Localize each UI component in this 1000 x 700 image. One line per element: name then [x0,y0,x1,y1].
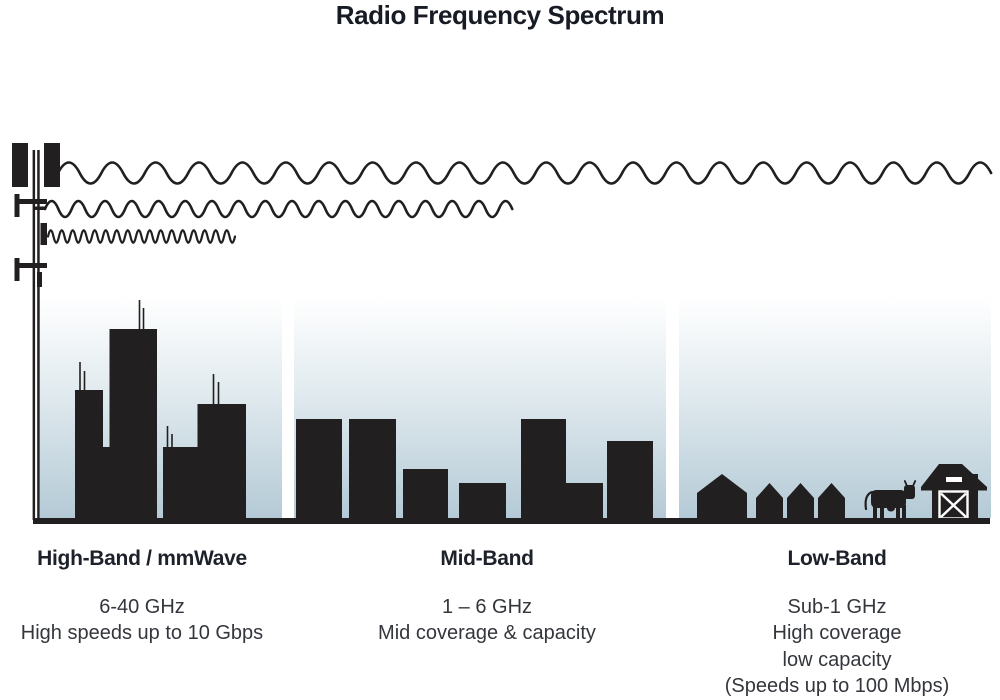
low-band-wave-icon [56,161,993,185]
house-icon [818,483,845,518]
low-band-coverage: High coverage [772,622,902,645]
high-band-frequency: 6-40 GHz [99,596,185,618]
high-band-label: High-Band / mmWave 6-40 GHz High speeds … [0,548,297,647]
low-band-speed: (Speeds up to 100 Mbps) [724,675,950,698]
ground-line [33,518,990,524]
mid-band-description: 1 – 6 GHz Mid coverage & capacity [332,594,642,647]
mid-band-frequency: 1 – 6 GHz [441,596,533,618]
mid-band-heading: Mid-Band [440,547,534,570]
low-band-capacity: low capacity [782,648,892,671]
high-band-description: 6-40 GHz High speeds up to 10 Gbps [0,594,297,647]
high-band-heading: High-Band / mmWave [37,547,247,570]
high-band-wave-icon [46,229,237,244]
low-band-heading: Low-Band [787,547,887,570]
house-icons [697,474,845,518]
low-band-frequency: Sub-1 GHz [787,596,887,618]
house-icon [787,483,814,518]
low-band-label: Low-Band Sub-1 GHz High coverage low cap… [682,548,992,700]
cell-tower-icon [12,143,60,520]
mid-band-wave-icon [43,199,514,219]
high-band-skyline-icon [75,300,246,518]
house-icon [756,483,783,518]
low-band-description: Sub-1 GHz High coverage low capacity (Sp… [682,594,992,700]
mid-band-skyline-icon [296,419,653,518]
house-icon [697,474,747,518]
high-band-speed: High speeds up to 10 Gbps [20,622,264,645]
cow-icon [864,480,917,518]
mid-band-label: Mid-Band 1 – 6 GHz Mid coverage & capaci… [332,548,642,647]
diagram-title: Radio Frequency Spectrum [335,0,665,30]
mid-band-coverage: Mid coverage & capacity [378,622,596,645]
